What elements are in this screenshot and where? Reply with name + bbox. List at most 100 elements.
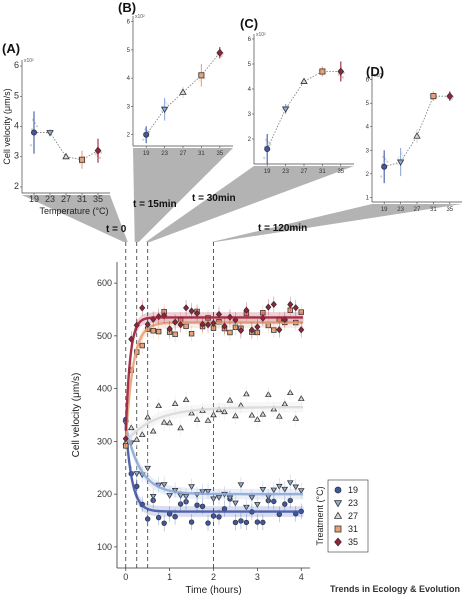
inset-raw-point: [198, 79, 201, 82]
inset-x-axis-label: Temperature (°C): [39, 206, 108, 216]
legend-label: 19: [348, 485, 358, 495]
inset-raw-point: [341, 76, 344, 79]
legend-label: 23: [348, 498, 358, 508]
inset-mean-point: [30, 129, 37, 136]
inset-exponent: x10²: [24, 58, 34, 64]
inset-mean-point: [143, 131, 150, 138]
main-y-tick-label: 500: [97, 331, 112, 341]
inset-mean-point: [62, 152, 70, 160]
inset-y-tick-label: 3: [248, 112, 252, 118]
inset-y-tick-label: 2: [14, 181, 19, 191]
inset-y-tick-label: 6: [366, 78, 370, 84]
inset-x-tick-label: 31: [77, 194, 87, 204]
inset-mean-point: [430, 93, 437, 100]
inset-raw-point: [337, 73, 340, 76]
main-x-tick-label: 1: [167, 572, 172, 582]
inset-raw-point: [99, 151, 103, 154]
inset-raw-point: [35, 124, 39, 128]
main-x-tick-label: 4: [299, 572, 304, 582]
inset-y-tick-label: 4: [14, 121, 19, 131]
inset-y-tick-label: 3: [14, 151, 19, 161]
inset-raw-point: [386, 160, 389, 163]
inset-mean-point: [79, 156, 86, 163]
legend-marker: [334, 537, 342, 547]
inset-y-tick-label: 4: [248, 87, 252, 93]
inset-mean-point: [46, 130, 54, 137]
inset-raw-point: [98, 156, 102, 160]
legend-label: 35: [348, 537, 358, 547]
panel-label: (C): [240, 16, 258, 31]
inset-mean-point: [319, 68, 326, 75]
inset-raw-point: [78, 162, 82, 166]
inset-raw-point: [161, 104, 164, 108]
inset-y-tick-label: 5: [366, 101, 370, 107]
inset-y-tick-label: 3: [366, 148, 370, 154]
legend-label: 27: [348, 511, 358, 521]
inset-mean-point: [160, 106, 169, 114]
inset-mean-point: [94, 146, 102, 155]
zoom-wedge: [22, 195, 128, 242]
inset-mean-point: [337, 67, 345, 76]
inset-x-tick-label: 31: [319, 169, 326, 175]
inset-trend-line: [145, 52, 221, 135]
time-point-label: t = 120min: [258, 223, 307, 234]
inset-x-tick-label: 35: [216, 151, 223, 157]
inset-x-tick-label: 27: [301, 169, 308, 175]
main-y-tick-label: 300: [97, 436, 112, 446]
inset-raw-point: [94, 153, 98, 156]
legend-marker: [333, 500, 343, 508]
main-plot: 100 200 300 400 500 600 0 1 2 3 4 Time (hours) Cell …: [71, 242, 310, 596]
inset-y-tick-label: 2: [366, 172, 370, 178]
series-confidence-band: [125, 312, 304, 437]
inset-raw-point: [281, 108, 284, 111]
inset-raw-point: [263, 156, 266, 160]
inset-x-tick-label: 35: [446, 207, 453, 213]
inset-trend-line: [34, 132, 99, 161]
inset-x-tick-label: 27: [61, 194, 71, 204]
main-x-tick-label: 3: [255, 572, 260, 582]
inset-exponent: x10²: [256, 32, 266, 38]
inset-x-tick-label: 31: [198, 151, 205, 157]
series-confidence-band: [125, 401, 304, 447]
inset-raw-point: [29, 144, 33, 147]
inset-y-tick-label: 5: [127, 48, 131, 54]
inset-raw-point: [142, 138, 145, 141]
series-fit-line: [124, 425, 303, 513]
legend-marker: [334, 486, 342, 494]
inset-trend-line: [384, 95, 450, 168]
inset-y-tick-label: 2: [127, 133, 131, 139]
time-point-label: t = 0: [106, 224, 127, 235]
inset-raw-point: [179, 88, 183, 91]
inset-raw-point: [402, 154, 405, 157]
inset-y-tick-label: 6: [127, 20, 131, 26]
inset-x-tick-label: 35: [93, 194, 103, 204]
main-x-axis-label: Time (hours): [185, 585, 241, 596]
legend-title: Treatment (°C): [315, 486, 325, 545]
inset-raw-point: [269, 143, 272, 146]
inset-mean-point: [281, 106, 290, 113]
time-point-label: t = 15min: [133, 199, 177, 210]
series-fit-line: [124, 425, 303, 496]
inset-y-tick-label: 1: [366, 195, 370, 201]
inset-x-tick-label: 19: [143, 151, 150, 157]
zoom-wedge: [133, 148, 233, 242]
main-y-tick-label: 400: [97, 384, 112, 394]
inset-mean-point: [216, 48, 224, 57]
inset-raw-point: [380, 175, 383, 178]
inset-y-tick-label: 5: [14, 90, 19, 100]
legend-label: 31: [348, 524, 358, 534]
inset-y-axis-label: Cell velocity (μm/s): [2, 88, 12, 164]
series-fit-line: [124, 316, 303, 431]
inset-mean-point: [446, 92, 454, 101]
time-point-label: t = 30min: [192, 193, 236, 204]
inset-y-tick-label: 4: [127, 76, 131, 82]
inset-raw-point: [397, 156, 400, 159]
series-confidence-band: [125, 420, 304, 500]
inset-mean-point: [264, 145, 271, 152]
legend: 19 23 27 31 35 Treatment (°C): [315, 479, 369, 553]
